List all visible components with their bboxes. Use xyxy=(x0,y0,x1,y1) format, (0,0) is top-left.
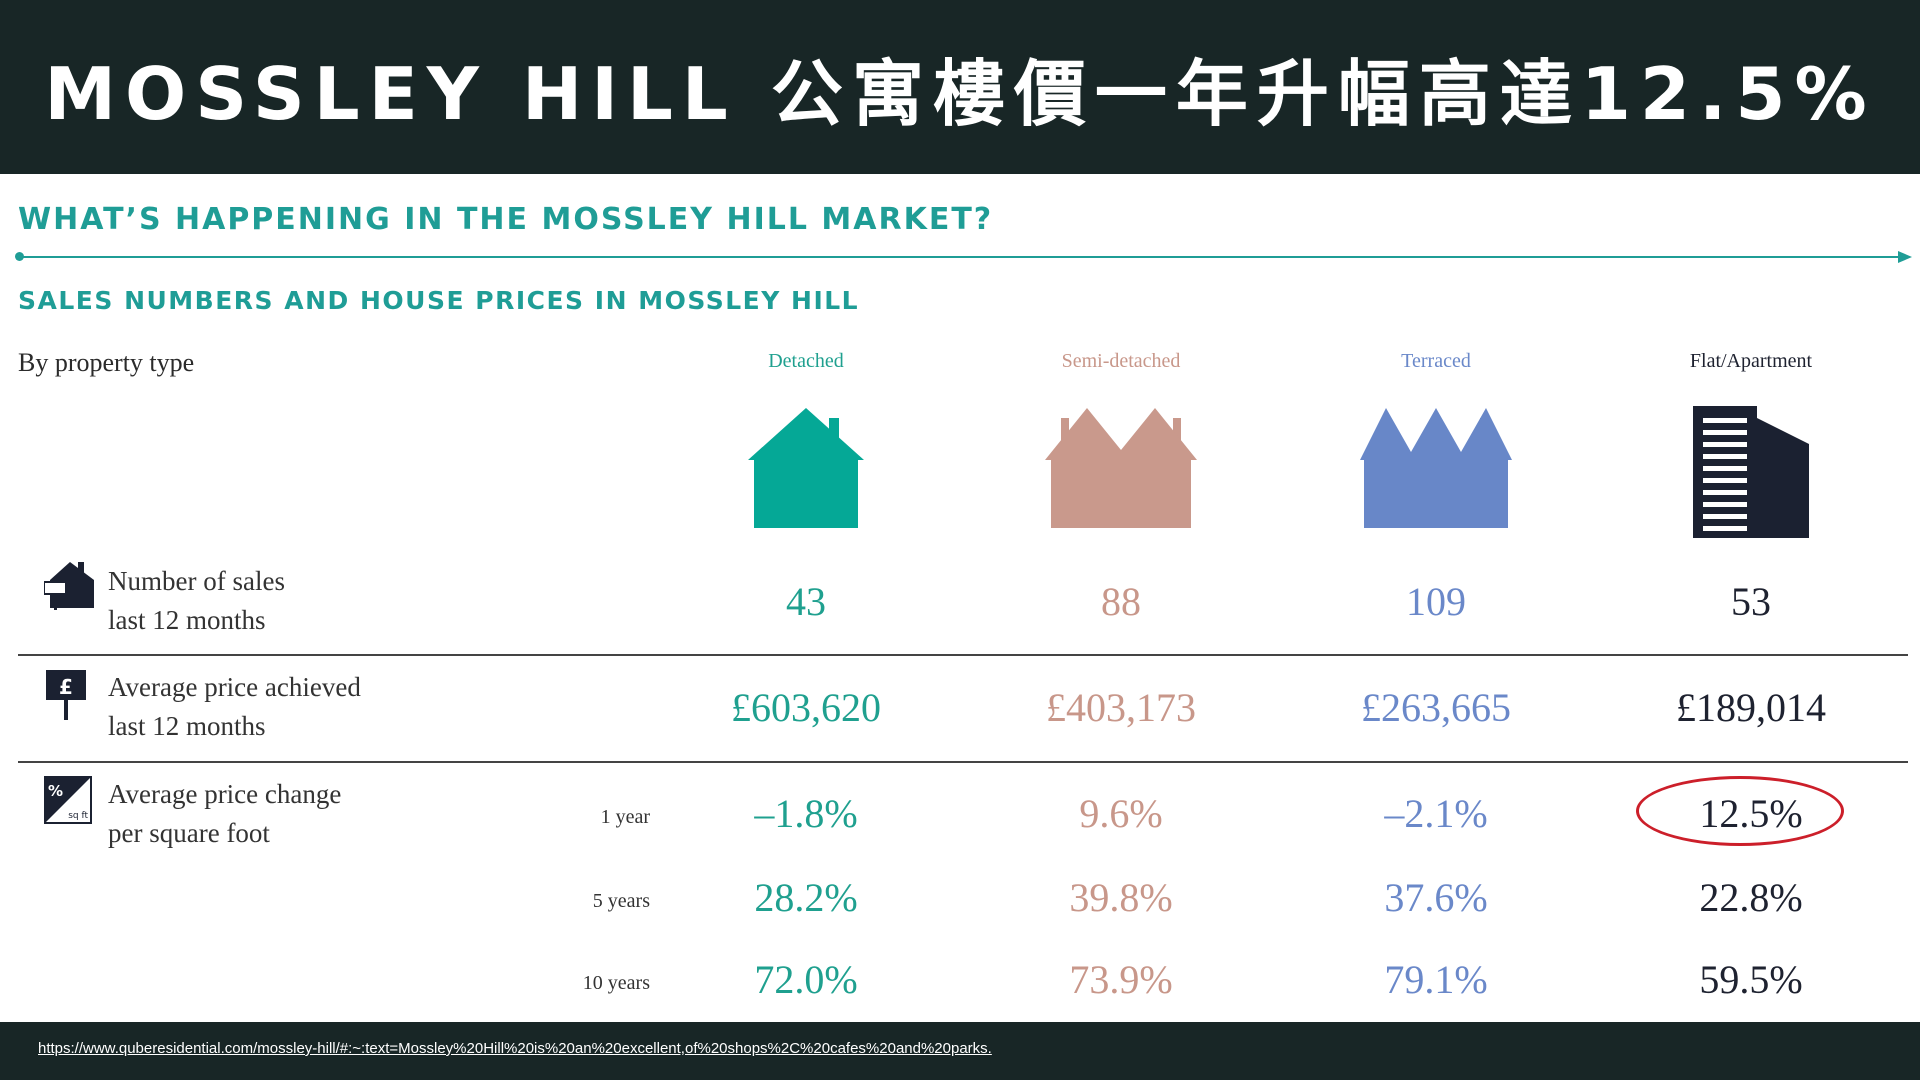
footer-bar: https://www.quberesidential.com/mossley-… xyxy=(0,1022,1920,1080)
sales-row-label-line1: Number of sales xyxy=(108,566,285,596)
sales-value-semi-detached: 88 xyxy=(1101,579,1141,624)
period-label-10-years: 10 years xyxy=(582,972,650,994)
column-label-terraced: Terraced xyxy=(1401,350,1471,372)
price-row-label-line2: last 12 months xyxy=(108,711,266,741)
change-10y-detached: 72.0% xyxy=(754,957,858,1002)
detached-house-icon xyxy=(656,404,956,544)
change-row-label-line1: Average price change xyxy=(108,779,342,809)
price-value-terraced: £263,665 xyxy=(1361,685,1511,730)
house-sign-icon xyxy=(43,560,96,615)
percent-icon-glyph: % xyxy=(48,782,63,800)
sales-value-flat: 53 xyxy=(1731,579,1771,624)
column-label-semi-detached: Semi-detached xyxy=(1061,350,1181,372)
svg-text:£: £ xyxy=(59,675,73,699)
source-link[interactable]: https://www.quberesidential.com/mossley-… xyxy=(38,1040,992,1057)
pound-sign-icon: £ xyxy=(44,668,92,727)
apartment-building-icon xyxy=(1601,404,1901,544)
price-value-detached: £603,620 xyxy=(731,685,881,730)
highlight-circle xyxy=(1636,776,1844,846)
change-10y-flat: 59.5% xyxy=(1699,957,1803,1002)
change-10y-terraced: 79.1% xyxy=(1384,957,1488,1002)
sales-value-detached: 43 xyxy=(786,579,826,624)
terraced-house-icon xyxy=(1286,404,1586,544)
price-value-flat: £189,014 xyxy=(1676,685,1826,730)
page-title: MOSSLEY HILL 公寓樓價一年升幅高達12.5% xyxy=(44,51,1876,136)
divider-arrow xyxy=(1898,251,1912,263)
price-row-label-line1: Average price achieved xyxy=(108,672,361,702)
change-10y-semi-detached: 73.9% xyxy=(1069,957,1173,1002)
row-divider xyxy=(18,761,1908,763)
period-label-1-year: 1 year xyxy=(600,806,650,828)
sales-row-label-line2: last 12 months xyxy=(108,605,266,635)
column-label-flat: Flat/Apartment xyxy=(1689,350,1813,372)
sqft-icon-glyph: sq ft xyxy=(68,811,88,821)
price-value-semi-detached: £403,173 xyxy=(1046,685,1196,730)
sales-row-label: Number of sales last 12 months xyxy=(108,562,285,640)
by-property-type-label: By property type xyxy=(18,348,195,377)
section-heading: WHAT’S HAPPENING IN THE MOSSLEY HILL MAR… xyxy=(18,202,994,237)
period-label-5-years: 5 years xyxy=(592,890,650,912)
sales-value-terraced: 109 xyxy=(1406,579,1466,624)
column-label-detached: Detached xyxy=(768,350,844,372)
change-5y-terraced: 37.6% xyxy=(1384,875,1488,920)
divider-line xyxy=(18,256,1902,258)
change-5y-detached: 28.2% xyxy=(754,875,858,920)
infographic: WHAT’S HAPPENING IN THE MOSSLEY HILL MAR… xyxy=(0,174,1920,1022)
change-1y-detached: –1.8% xyxy=(754,791,858,836)
row-divider xyxy=(18,654,1908,656)
change-1y-terraced: –2.1% xyxy=(1384,791,1488,836)
change-5y-semi-detached: 39.8% xyxy=(1069,875,1173,920)
percent-sqft-icon: % sq ft xyxy=(44,776,92,829)
change-row-label: Average price change per square foot xyxy=(108,775,341,853)
section-subheading: SALES NUMBERS AND HOUSE PRICES IN MOSSLE… xyxy=(18,286,860,315)
change-1y-semi-detached: 9.6% xyxy=(1079,791,1163,836)
semi-detached-house-icon xyxy=(971,404,1271,544)
title-banner: MOSSLEY HILL 公寓樓價一年升幅高達12.5% xyxy=(0,0,1920,174)
change-5y-flat: 22.8% xyxy=(1699,875,1803,920)
change-row-label-line2: per square foot xyxy=(108,818,270,848)
price-row-label: Average price achieved last 12 months xyxy=(108,668,361,746)
